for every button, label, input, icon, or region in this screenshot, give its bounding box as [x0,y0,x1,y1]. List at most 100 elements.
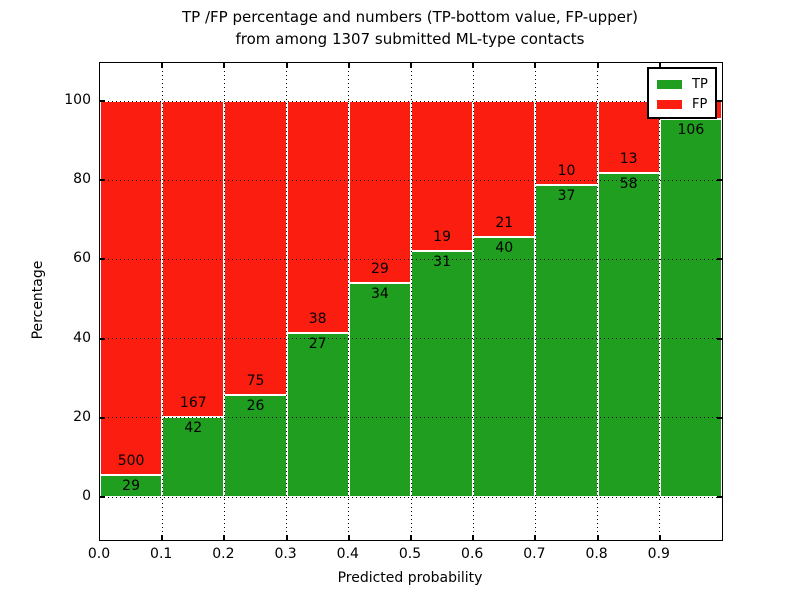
fp-count-label: 13 [619,151,638,168]
chart-title-line2: from among 1307 submitted ML-type contac… [235,30,585,48]
x-tick-label: 0.7 [523,546,546,562]
vertical-gridline [410,63,412,540]
tp-count-label: 26 [246,398,265,415]
tp-bar-segment [286,332,349,497]
x-tick-label: 0.1 [150,546,173,562]
x-tick-label: 0.0 [87,546,111,562]
stacked-bar [535,101,598,497]
stacked-bar [348,101,411,497]
y-tick-mark [100,337,105,340]
stacked-bar [100,101,163,497]
x-tick-label: 0.6 [461,546,484,562]
vertical-gridline [223,63,225,540]
y-tick-mark [717,337,722,340]
tp-count-label: 58 [619,176,638,193]
y-tick-label: 40 [73,329,91,346]
legend-item-tp: TP [657,74,715,94]
x-tick-mark [161,63,164,68]
x-tick-mark [285,535,288,540]
y-tick-label: 100 [64,92,91,108]
x-tick-mark [410,535,412,540]
axis-ticks [100,63,722,540]
y-tick-label: 20 [73,408,91,425]
y-tick-mark [717,100,722,102]
fp-legend-swatch-icon [657,99,682,109]
stacked-bar [411,101,474,497]
fp-count-label: 29 [370,261,389,278]
vertical-gridline [534,63,536,540]
x-tick-label: 0.5 [398,546,422,562]
x-tick-label: 0.8 [585,546,608,562]
x-tick-mark [223,535,226,540]
tp-count-label: 42 [184,420,203,437]
fp-bar-segment [535,101,598,186]
x-tick-mark [534,63,537,68]
tp-count-label: 31 [433,254,451,271]
stacked-bar [224,101,287,497]
fp-count-label: 500 [117,453,145,470]
y-tick-mark [717,179,722,182]
fp-count-label: 167 [179,395,207,412]
fp-bar-segment [286,101,349,333]
tp-count-label: 40 [495,240,514,257]
vertical-gridline [348,63,350,540]
fp-bar-segment [348,101,411,284]
vertical-gridline [659,63,661,540]
tp-bar-segment [162,417,225,497]
y-tick-label: 60 [73,250,91,267]
vertical-gridline [161,63,163,540]
chart-title: TP /FP percentage and numbers (TP-bottom… [99,6,721,50]
x-tick-label: 0.2 [212,546,235,562]
y-tick-mark [100,416,105,419]
legend-label-tp: TP [692,76,708,92]
y-tick-mark [100,179,105,182]
vertical-gridline [286,63,288,540]
x-tick-label: 0.3 [274,546,297,562]
tp-bar-segment [473,237,536,497]
x-tick-mark [658,535,661,540]
tp-bar-segment [659,118,722,497]
tp-count-label: 106 [677,121,705,138]
x-tick-label: 0.4 [336,546,359,562]
fp-count-label: 19 [433,229,451,246]
tp-count-label: 37 [557,188,576,205]
tp-count-label: 34 [370,286,389,303]
x-tick-mark [410,63,412,68]
x-tick-mark [161,535,164,540]
y-tick-mark [100,496,105,498]
plot-area: 500 29 167 42 75 26 38 27 29 34 19 31 21 40 10 37 13 58 10… [99,62,723,541]
x-tick-mark [534,535,537,540]
y-tick-mark [717,416,722,419]
tp-bar-segment [535,185,598,497]
stacked-bar [473,101,536,497]
x-tick-mark [285,63,288,68]
fp-bar-segment [473,101,536,238]
legend: TP FP [647,67,717,119]
x-tick-mark [223,63,226,68]
tp-bar-segment [224,395,287,497]
fp-count-label: 75 [246,373,265,390]
fp-bar-segment [224,101,287,396]
tp-bar-segment [348,283,411,497]
tp-count-label: 29 [122,478,140,495]
x-tick-mark [472,535,475,540]
bar-annotations: 500 29 167 42 75 26 38 27 29 34 19 31 21 40 10 37 13 58 10… [100,101,722,497]
fp-count-label: 10 [557,163,576,180]
stacked-bar [286,101,349,497]
tp-count-label: 27 [308,335,327,352]
x-tick-mark [472,63,475,68]
legend-label-fp: FP [692,96,708,112]
x-tick-mark [347,63,350,68]
x-tick-mark [658,63,661,68]
x-axis-label: Predicted probability [337,570,483,586]
gridlines [100,63,722,540]
y-tick-mark [100,258,105,261]
bars-region [100,101,722,497]
x-tick-label: 0.9 [647,546,670,562]
fp-bar-segment [100,101,163,476]
x-tick-mark [596,535,599,540]
y-tick-label: 80 [73,171,91,188]
fp-count-label: 38 [308,310,327,327]
legend-item-fp: FP [657,94,715,114]
